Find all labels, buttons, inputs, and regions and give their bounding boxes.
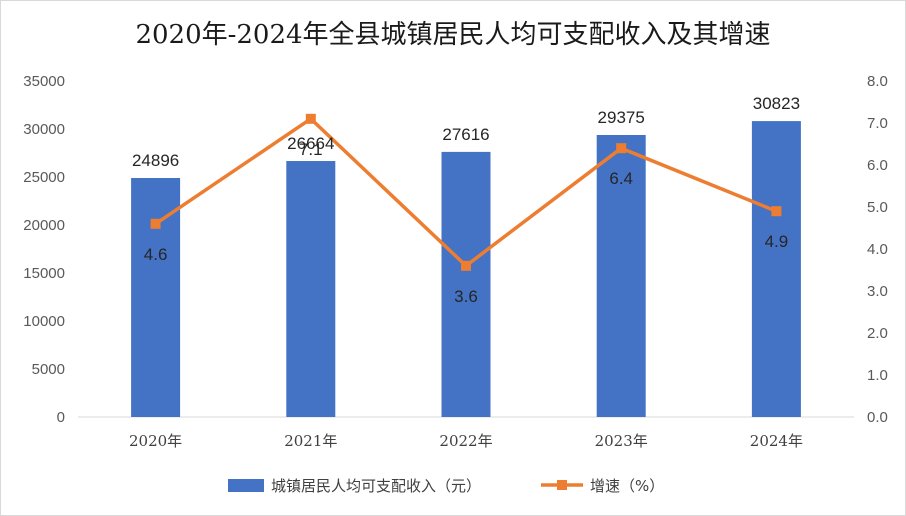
- legend-bar-swatch: [228, 479, 264, 492]
- category-label: 2021年: [284, 432, 337, 450]
- bar: [596, 135, 646, 417]
- right-tick-label: 6.0: [867, 157, 888, 174]
- right-tick-label: 2.0: [867, 325, 888, 342]
- data-labels: 24896 26664 27616 29375 30823 4.6 7.1 3.6 6.4 4.9: [132, 94, 800, 306]
- growth-value-label: 3.6: [454, 287, 478, 306]
- line-marker: [616, 143, 627, 154]
- right-tick-label: 0.0: [867, 409, 888, 426]
- bar: [751, 121, 801, 418]
- growth-value-label: 4.9: [765, 232, 789, 251]
- bar-value-label: 26664: [287, 134, 334, 153]
- bar: [131, 177, 181, 417]
- bar-series: [131, 121, 801, 418]
- left-tick-label: 10000: [23, 313, 65, 330]
- bar-value-label: 30823: [753, 94, 800, 113]
- bar: [286, 161, 336, 417]
- left-tick-label: 5000: [32, 361, 65, 378]
- right-tick-label: 4.0: [867, 241, 888, 258]
- left-tick-label: 0: [57, 409, 65, 426]
- bar: [441, 151, 491, 417]
- category-label: 2020年: [129, 432, 182, 450]
- chart-title: 2020年-2024年全县城镇居民人均可支配收入及其增速: [135, 20, 770, 50]
- category-label: 2023年: [595, 432, 648, 450]
- legend-line-label: 增速（%）: [590, 477, 664, 495]
- category-label: 2024年: [750, 432, 803, 450]
- growth-value-label: 7.1: [299, 140, 323, 159]
- left-tick-label: 30000: [23, 121, 65, 138]
- line-marker: [150, 218, 161, 229]
- growth-value-label: 4.6: [144, 245, 168, 264]
- legend-bar-label: 城镇居民人均可支配收入（元）: [271, 477, 481, 495]
- left-tick-label: 15000: [23, 265, 65, 282]
- bar-value-label: 29375: [598, 108, 645, 127]
- category-label: 2022年: [439, 432, 492, 450]
- bar-value-label: 24896: [132, 151, 179, 170]
- left-tick-label: 35000: [23, 73, 65, 90]
- right-tick-label: 1.0: [867, 367, 888, 384]
- legend: 城镇居民人均可支配收入（元） 增速（%）: [228, 477, 664, 495]
- left-tick-label: 25000: [23, 169, 65, 186]
- bar-value-label: 27616: [442, 125, 489, 144]
- line-marker: [771, 206, 782, 217]
- growth-value-label: 6.4: [609, 169, 633, 188]
- line-marker: [461, 260, 471, 271]
- legend-line-marker: [557, 480, 567, 490]
- right-tick-label: 5.0: [867, 199, 888, 216]
- line-marker: [305, 113, 316, 124]
- right-tick-label: 7.0: [867, 115, 888, 132]
- axes: 0 5000 10000 15000 20000 25000 30000 35000 0.0 1.…: [23, 73, 888, 450]
- right-tick-label: 8.0: [867, 73, 888, 90]
- right-tick-label: 3.0: [867, 283, 888, 300]
- left-tick-label: 20000: [23, 217, 65, 234]
- line-series: [150, 113, 782, 271]
